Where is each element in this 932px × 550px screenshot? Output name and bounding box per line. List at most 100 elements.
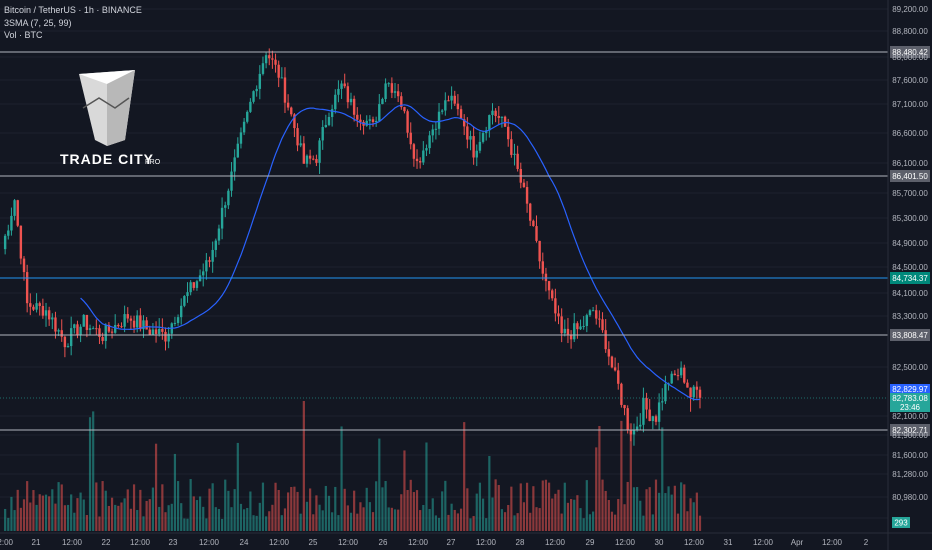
candle-body — [352, 98, 356, 115]
price-tick-label: 84,100.00 — [892, 289, 928, 298]
candle-body — [415, 158, 419, 162]
volume-label[interactable]: Vol · BTC — [4, 30, 43, 40]
candle-body — [620, 383, 623, 405]
volume-bar — [16, 489, 19, 531]
volume-bar — [362, 507, 365, 531]
candle-body — [481, 133, 485, 142]
level-label-box — [890, 424, 930, 436]
candle-body — [387, 83, 390, 85]
time-tick-label: 27 — [447, 538, 456, 547]
volume-bar — [189, 479, 192, 531]
volume-bar — [32, 490, 35, 531]
candle-body — [161, 328, 164, 332]
volume-bar — [142, 516, 145, 531]
volume-bar — [287, 492, 290, 531]
volume-bar — [227, 490, 230, 531]
current-price-box — [890, 393, 930, 403]
candle-body — [308, 155, 312, 159]
volume-bar — [604, 490, 607, 531]
volume-bar — [73, 512, 76, 531]
candle-body — [598, 318, 601, 320]
volume-bar — [453, 509, 456, 531]
candle-body — [123, 314, 126, 327]
candle-body — [29, 303, 32, 307]
volume-bar — [664, 493, 667, 531]
volume-bar — [409, 479, 412, 531]
indicator-label[interactable]: 3SMA (7, 25, 99) — [4, 18, 72, 28]
candle-body — [305, 155, 309, 164]
level-label: 82,302.71 — [892, 426, 928, 435]
candle-body — [422, 150, 425, 163]
volume-bar — [214, 507, 217, 531]
volume-bar — [13, 510, 16, 531]
candle-body — [670, 373, 673, 384]
volume-bar — [444, 480, 447, 531]
volume-bar — [180, 503, 183, 531]
candle-body — [551, 290, 554, 299]
candle-body — [79, 326, 82, 336]
volume-bar — [29, 502, 32, 531]
volume-bar — [290, 487, 293, 531]
time-tick-label: 12:00 — [62, 538, 83, 547]
candle-body — [255, 88, 258, 92]
volume-bar — [478, 482, 482, 531]
candle-body — [224, 205, 227, 208]
candle-body — [346, 86, 350, 103]
candle-body — [378, 104, 381, 121]
candle-body — [626, 408, 629, 431]
candle-body — [10, 215, 13, 231]
volume-bar — [173, 453, 177, 531]
volume-bar — [441, 491, 444, 531]
volume-bar — [233, 489, 236, 531]
candle-body — [230, 171, 233, 191]
volume-bar — [183, 518, 186, 531]
volume-bar — [425, 442, 428, 531]
candle-body — [91, 328, 95, 330]
volume-bar — [82, 499, 85, 531]
price-tick-label: 87,100.00 — [892, 100, 928, 109]
volume-bar — [252, 515, 255, 531]
volume-value-label: 293 — [894, 519, 908, 528]
volume-bar — [63, 505, 66, 531]
volume-bar — [400, 494, 403, 531]
volume-bar — [274, 482, 277, 531]
volume-bar — [365, 487, 368, 531]
volume-bar — [327, 495, 331, 531]
volume-bar — [224, 479, 227, 531]
volume-bar — [651, 514, 654, 531]
volume-bar — [563, 482, 566, 531]
volume-bar — [242, 509, 246, 531]
volume-bar — [205, 518, 208, 531]
price-tick-label: 85,700.00 — [892, 189, 928, 198]
volume-bar — [48, 496, 51, 531]
volume-bar — [497, 485, 500, 531]
candle-body — [434, 128, 438, 130]
volume-bar — [544, 479, 548, 531]
volume-bar — [136, 510, 139, 531]
candle-body — [321, 127, 324, 141]
candle-body — [264, 55, 268, 64]
volume-bar — [154, 443, 158, 531]
candle-body — [396, 91, 400, 97]
candle-body — [585, 315, 589, 326]
candle-body — [500, 116, 504, 118]
candle-body — [632, 429, 636, 435]
volume-bar — [359, 502, 362, 531]
volume-bar — [541, 480, 544, 531]
volume-bar — [198, 496, 202, 531]
candle-body — [409, 132, 412, 145]
candle-body — [148, 329, 151, 335]
volume-bar — [44, 494, 48, 531]
time-tick-label: 12:00 — [408, 538, 429, 547]
volume-bar — [211, 483, 214, 531]
candle-body — [535, 226, 538, 241]
volume-bar — [551, 498, 554, 531]
candle-body — [220, 207, 224, 229]
candle-body — [258, 73, 262, 89]
volume-bar — [35, 504, 38, 531]
logo-suffix: PRO — [145, 159, 161, 166]
volume-bar — [431, 498, 434, 531]
candle-body — [698, 389, 702, 398]
volume-bar — [283, 508, 287, 531]
